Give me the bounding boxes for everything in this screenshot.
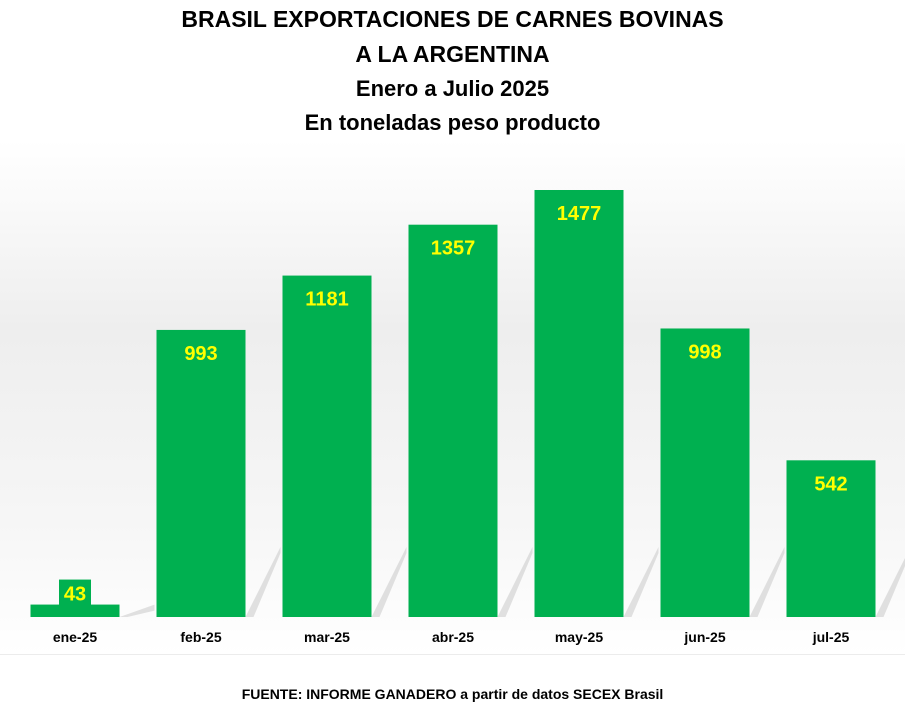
data-label-jun-25: 998	[688, 341, 721, 363]
bar-shadow-jul-25	[875, 558, 905, 617]
data-label-abr-25: 1357	[431, 238, 476, 260]
chart-subtitle-period: Enero a Julio 2025	[355, 76, 550, 101]
data-label-box-ene-25	[59, 579, 91, 617]
x-tick-label-may-25: may-25	[555, 629, 603, 645]
bar-shadow-ene-25	[119, 604, 155, 617]
x-tick-label-ene-25: ene-25	[53, 629, 98, 645]
bar-jul-25	[786, 460, 876, 617]
bar-jun-25	[660, 328, 750, 617]
x-tick-label-abr-25: abr-25	[432, 629, 474, 645]
bar-shadow-jun-25	[749, 547, 785, 617]
bar-abr-25	[408, 224, 498, 617]
bar-feb-25	[156, 329, 246, 617]
chart-title-line-1: BRASIL EXPORTACIONES DE CARNES BOVINAS	[181, 6, 724, 32]
bar-shadow-mar-25	[371, 547, 407, 617]
chart-title-line-2: A LA ARGENTINA	[355, 41, 550, 67]
x-tick-label-jun-25: jun-25	[683, 629, 725, 645]
data-label-feb-25: 993	[184, 343, 217, 365]
x-tick-label-feb-25: feb-25	[180, 629, 221, 645]
bar-shadow-abr-25	[497, 547, 533, 617]
data-label-jul-25: 542	[814, 473, 847, 495]
x-tick-label-jul-25: jul-25	[812, 629, 850, 645]
bar-mar-25	[282, 275, 372, 617]
bar-may-25	[534, 190, 624, 617]
bar-chart: 43 ene-25 993 feb-25 1181 mar-25 1357 abr-25 147…	[0, 190, 905, 655]
source-note: FUENTE: INFORME GANADERO a partir de dat…	[241, 686, 664, 702]
bar-shadow-may-25	[623, 547, 659, 617]
bar-shadow-feb-25	[245, 547, 281, 617]
data-label-may-25: 1477	[557, 203, 602, 225]
x-tick-label-mar-25: mar-25	[304, 629, 350, 645]
chart-subtitle-units: En toneladas peso producto	[304, 110, 601, 135]
data-label-mar-25: 1181	[305, 289, 348, 311]
data-label-ene-25: 43	[64, 584, 86, 606]
